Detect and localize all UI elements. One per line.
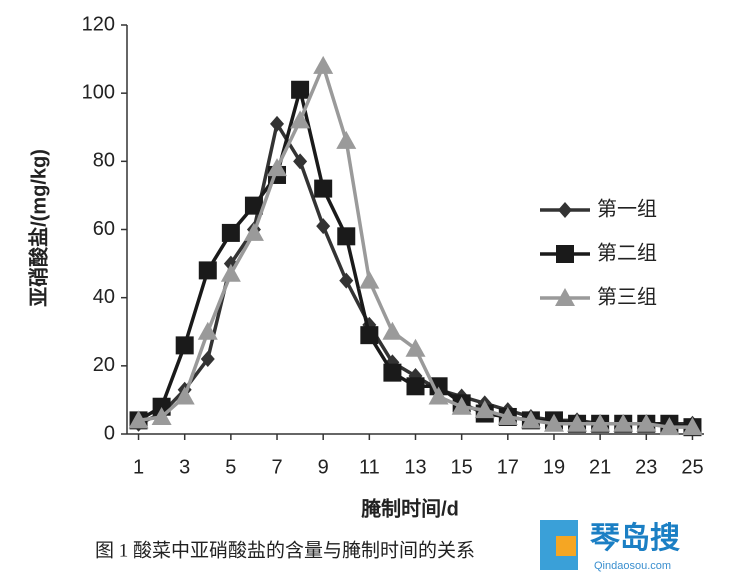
marker xyxy=(428,386,449,405)
marker xyxy=(220,263,241,282)
marker xyxy=(267,158,288,177)
y-tick-label: 60 xyxy=(93,218,115,240)
marker xyxy=(290,110,311,129)
x-tick-label: 15 xyxy=(451,456,473,478)
marker xyxy=(590,413,611,432)
marker xyxy=(659,417,680,436)
caption: 图 1 酸菜中亚硝酸盐的含量与腌制时间的关系 xyxy=(95,539,475,561)
marker xyxy=(636,413,657,432)
marker xyxy=(382,321,403,340)
legend-label: 第一组 xyxy=(597,197,657,220)
x-tick-label: 13 xyxy=(404,456,426,478)
marker xyxy=(197,321,218,340)
marker xyxy=(151,406,172,425)
x-tick-label: 17 xyxy=(497,456,519,478)
x-tick-label: 9 xyxy=(318,456,329,478)
marker xyxy=(293,153,308,170)
x-tick-label: 23 xyxy=(635,456,657,478)
marker xyxy=(520,410,541,429)
legend-label: 第二组 xyxy=(597,241,657,264)
x-tick-label: 11 xyxy=(359,456,380,478)
marker xyxy=(497,406,518,425)
marker xyxy=(270,115,285,132)
x-tick-label: 19 xyxy=(543,456,565,478)
y-axis-label: 亚硝酸盐/(mg/kg) xyxy=(26,149,50,307)
marker xyxy=(174,386,195,405)
y-tick-label: 40 xyxy=(93,286,115,308)
marker xyxy=(359,270,380,289)
watermark: 琴岛搜 xyxy=(590,522,680,555)
marker xyxy=(243,222,264,241)
x-tick-label: 3 xyxy=(179,456,190,478)
marker xyxy=(406,377,425,396)
x-tick-label: 5 xyxy=(225,456,236,478)
y-tick-label: 80 xyxy=(93,150,115,172)
marker xyxy=(360,326,379,345)
x-tick-label: 7 xyxy=(271,456,282,478)
marker xyxy=(474,400,495,419)
marker xyxy=(543,413,564,432)
y-tick-label: 120 xyxy=(82,13,115,35)
y-tick-label: 100 xyxy=(82,81,115,103)
marker xyxy=(555,288,575,306)
marker xyxy=(451,396,472,415)
marker xyxy=(128,410,149,429)
x-tick-label: 21 xyxy=(589,456,611,478)
marker xyxy=(339,272,354,289)
watermark-bg xyxy=(578,520,708,578)
marker xyxy=(337,227,356,246)
marker xyxy=(682,417,703,436)
marker xyxy=(336,130,357,149)
marker xyxy=(198,261,217,280)
marker xyxy=(613,413,634,432)
marker xyxy=(200,351,215,368)
marker xyxy=(221,223,240,242)
marker xyxy=(291,80,310,99)
x-axis-label: 腌制时间/d xyxy=(361,496,459,520)
marker xyxy=(405,338,426,357)
x-tick-label: 1 xyxy=(133,456,144,478)
watermark-icon xyxy=(556,536,576,556)
y-tick-label: 20 xyxy=(93,354,115,376)
y-tick-label: 0 xyxy=(104,422,115,444)
legend-label: 第三组 xyxy=(597,285,657,308)
marker xyxy=(556,245,574,263)
marker xyxy=(383,363,402,382)
marker xyxy=(558,202,572,218)
marker xyxy=(314,179,333,198)
marker xyxy=(567,413,588,432)
x-tick-label: 25 xyxy=(681,456,703,478)
marker xyxy=(313,55,334,74)
marker xyxy=(175,336,194,355)
watermark-url: Qindaosou.com xyxy=(594,560,671,572)
marker xyxy=(244,196,263,215)
marker xyxy=(316,218,331,235)
